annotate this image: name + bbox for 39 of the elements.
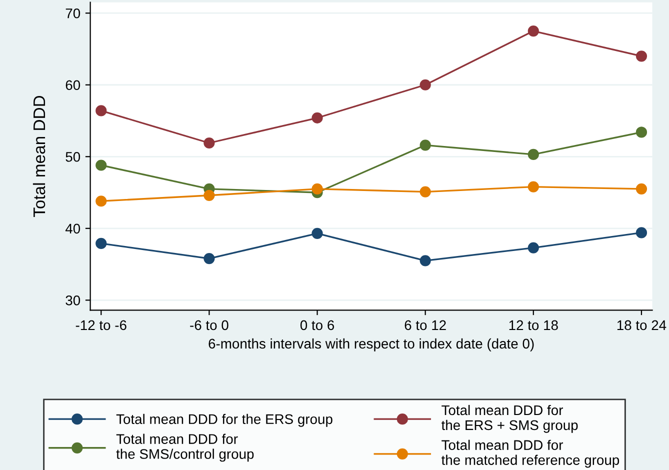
point: [96, 105, 107, 116]
point: [312, 183, 323, 194]
point: [204, 252, 215, 264]
point: [528, 26, 539, 37]
x-tick-label: -6 to 0: [190, 320, 228, 330]
point: [96, 238, 107, 250]
legend-label: Total mean DDD for the SMS/control group: [116, 434, 254, 462]
point: [312, 112, 323, 124]
point: [96, 160, 107, 171]
x-tick-label: -12 to -6: [76, 320, 126, 330]
legend-label: Total mean DDD for the matched reference group: [441, 440, 620, 468]
point: [636, 227, 648, 238]
point: [312, 228, 323, 239]
x-tick-label: 0 to 6: [300, 320, 334, 330]
point: [528, 181, 539, 192]
point: [420, 79, 431, 90]
point: [528, 242, 539, 254]
y-axis-title: Total mean DDD: [32, 96, 46, 218]
point: [528, 148, 539, 160]
point: [420, 255, 431, 266]
x-tick-label: 12 to 18: [509, 320, 558, 330]
y-tick-label: 70: [66, 8, 80, 18]
point: [420, 186, 431, 198]
y-tick-label: 30: [66, 295, 80, 306]
point: [96, 196, 107, 207]
x-axis-title: 6-months intervals with respect to index date (date 0): [208, 338, 534, 352]
point: [636, 183, 648, 194]
x-tick-label: 6 to 12: [404, 320, 446, 330]
point: [204, 137, 215, 149]
point: [420, 140, 431, 151]
y-tick-label: 60: [66, 80, 80, 90]
y-tick-label: 50: [66, 152, 80, 162]
point: [204, 190, 215, 201]
point: [636, 50, 648, 62]
x-tick-label: 18 to 24: [617, 320, 666, 330]
legend-label: Total mean DDD for the ERS group: [116, 414, 332, 427]
legend-label: Total mean DDD for the ERS + SMS group: [441, 404, 578, 433]
point: [636, 126, 648, 138]
y-tick-label: 40: [65, 224, 80, 234]
